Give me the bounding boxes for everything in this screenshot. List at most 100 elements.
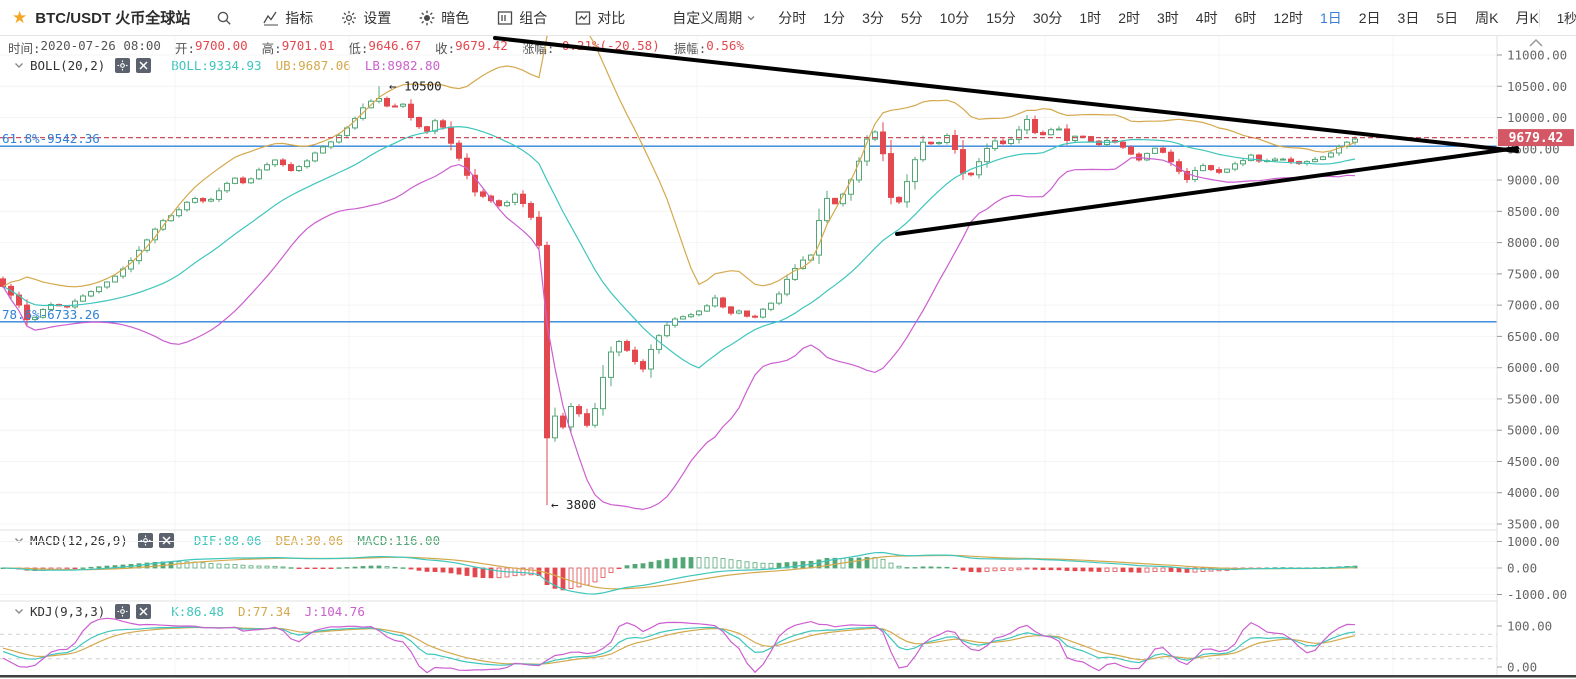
svg-text:7500.00: 7500.00: [1507, 266, 1560, 281]
symbol-name: BTC/USDT: [35, 10, 112, 27]
kdj-k-value: K:86.48: [171, 603, 224, 619]
svg-text:100.00: 100.00: [1507, 619, 1552, 634]
timeframe-2日[interactable]: 2日: [1358, 9, 1381, 26]
favorite-star-icon[interactable]: ★: [12, 7, 28, 27]
toolbar-separator: [1538, 8, 1540, 27]
trend-lines: [493, 36, 1519, 236]
candlestick-layer: [0, 86, 1358, 506]
timeframe-3日[interactable]: 3日: [1397, 9, 1420, 26]
timeframe-12时[interactable]: 12时: [1273, 9, 1303, 26]
svg-text:5500.00: 5500.00: [1507, 391, 1560, 406]
macd-close-button[interactable]: [158, 532, 174, 548]
svg-text:8500.00: 8500.00: [1507, 204, 1560, 219]
timeframe-周K[interactable]: 周K: [1475, 9, 1499, 26]
svg-text:0.00: 0.00: [1507, 660, 1537, 675]
price-annotation: ← 3800: [551, 497, 596, 512]
timeframe-3分[interactable]: 3分: [862, 9, 884, 26]
svg-text:4500.00: 4500.00: [1507, 454, 1560, 469]
close-value: 9679.42: [455, 37, 508, 53]
boll-lb-value: LB:8982.80: [364, 57, 441, 73]
search-icon[interactable]: [216, 9, 232, 27]
timeframe-30分[interactable]: 30分: [1032, 9, 1063, 26]
indicators-button[interactable]: 指标: [262, 8, 313, 28]
chart-area: 11000.00 10500.00 10000.00 9500.00 9000.00 85…: [0, 36, 1576, 679]
fib-level-label: 61.8%-9542.36: [2, 131, 100, 146]
timeframe-3时[interactable]: 3时: [1156, 9, 1179, 26]
timeframe-4时[interactable]: 4时: [1195, 9, 1218, 26]
gear-icon: [340, 9, 358, 27]
svg-text:4000.00: 4000.00: [1507, 485, 1560, 500]
custom-period-dropdown[interactable]: 自定义周期: [672, 8, 756, 28]
svg-text:8000.00: 8000.00: [1507, 235, 1560, 250]
kdj-settings-button[interactable]: [115, 603, 131, 619]
chevron-down-icon: [746, 13, 756, 23]
kdj-d-value: D:77.34: [237, 603, 291, 619]
kdj-collapse-chevron-icon[interactable]: [14, 607, 24, 615]
boll-settings-button[interactable]: [115, 57, 131, 73]
timeframe-5日[interactable]: 5日: [1436, 9, 1459, 26]
timeframe-分时[interactable]: 分时: [778, 9, 807, 26]
price-axis: 11000.00 10500.00 10000.00 9500.00 9000.00 85…: [1496, 36, 1576, 675]
kdj-panel: [2, 617, 1356, 674]
timeframe-1分[interactable]: 1分: [823, 9, 846, 26]
boll-legend: BOLL(20,2) BOLL:9334.93 UB:9687.06 LB:89…: [6, 56, 440, 74]
boll-indicator-name: BOLL(20,2): [30, 57, 106, 73]
dark-mode-button[interactable]: 暗色: [418, 8, 469, 28]
timeframe-list: 分时 1分 3分 5分 10分 15分 30分 1时 2时 3时 4时 6时 12时 1日 2日 3日 5日 周K…: [778, 8, 1539, 28]
kdj-j-value: J:104.76: [304, 603, 365, 619]
indicator-chart-icon: [262, 9, 280, 27]
main-chart-svg: 11000.00 10500.00 10000.00 9500.00 9000.00 85…: [0, 36, 1576, 678]
timeframe-10分[interactable]: 10分: [939, 9, 970, 26]
grid: [0, 36, 1497, 675]
macd-hist-value: MACD:116.00: [357, 532, 441, 548]
boll-bands: [2, 36, 1356, 511]
macd-legend: MACD(12,26,9) DIF:88.06 DEA:30.06 MACD:1…: [6, 531, 440, 549]
price-annotation: ← 10500: [389, 78, 442, 93]
layout-combo-label: 组合: [519, 9, 548, 26]
boll-mid-value: BOLL:9334.93: [171, 57, 262, 73]
macd-settings-button[interactable]: [137, 532, 153, 548]
timeframe-2时[interactable]: 2时: [1118, 9, 1140, 26]
custom-period-label: 自定义周期: [672, 9, 743, 26]
kdj-legend: KDJ(9,3,3) K:86.48 D:77.34 J:104.76: [6, 602, 365, 620]
fib-level-lines: [0, 145, 1497, 323]
time-value: 2020-07-26 08:00: [40, 37, 161, 53]
svg-text:5000.00: 5000.00: [1507, 423, 1560, 438]
timeframe-15分[interactable]: 15分: [986, 9, 1016, 26]
timeframe-月K[interactable]: 月K: [1515, 9, 1539, 26]
svg-text:10000.00: 10000.00: [1507, 110, 1567, 125]
kdj-indicator-name: KDJ(9,3,3): [30, 603, 106, 619]
svg-text:7000.00: 7000.00: [1507, 298, 1560, 313]
svg-text:3500.00: 3500.00: [1507, 517, 1560, 532]
low-label: 低:: [348, 40, 369, 56]
kdj-close-button[interactable]: [136, 603, 152, 619]
close-label: 收:: [435, 40, 456, 56]
timeframe-1时[interactable]: 1时: [1079, 9, 1102, 26]
change-label: 涨幅:: [521, 40, 555, 56]
svg-text:0.00: 0.00: [1507, 561, 1537, 576]
svg-text:6000.00: 6000.00: [1507, 360, 1560, 375]
macd-collapse-chevron-icon[interactable]: [14, 536, 24, 544]
fib-level-label: 78.6%-6733.26: [2, 307, 100, 322]
boll-close-button[interactable]: [136, 57, 152, 73]
high-label: 高:: [261, 40, 282, 56]
open-value: 9700.00: [194, 37, 248, 53]
svg-text:-1000.00: -1000.00: [1507, 587, 1567, 602]
svg-text:9679.42: 9679.42: [1509, 131, 1564, 146]
compare-icon: [574, 9, 592, 27]
timeframe-1日[interactable]: 1日: [1319, 9, 1342, 26]
axis-collapse-chevron-icon: [1529, 38, 1543, 47]
compare-button[interactable]: 对比: [574, 8, 625, 28]
top-toolbar: ★ BTC/USDT 火币全球站 指标 设置 暗色: [0, 0, 1576, 36]
settings-label: 设置: [363, 9, 392, 26]
timeframe-6时[interactable]: 6时: [1234, 9, 1257, 26]
dark-mode-label: 暗色: [441, 9, 470, 26]
current-price-badge: 9679.42: [1498, 129, 1574, 147]
boll-collapse-chevron-icon[interactable]: [14, 61, 24, 69]
settings-button[interactable]: 设置: [340, 8, 391, 28]
layout-grid-icon: [496, 9, 514, 27]
timeframe-5分[interactable]: 5分: [900, 9, 923, 26]
tick-speed-selector[interactable]: 1秒: [1556, 11, 1576, 26]
layout-combo-button[interactable]: 组合: [496, 8, 547, 28]
